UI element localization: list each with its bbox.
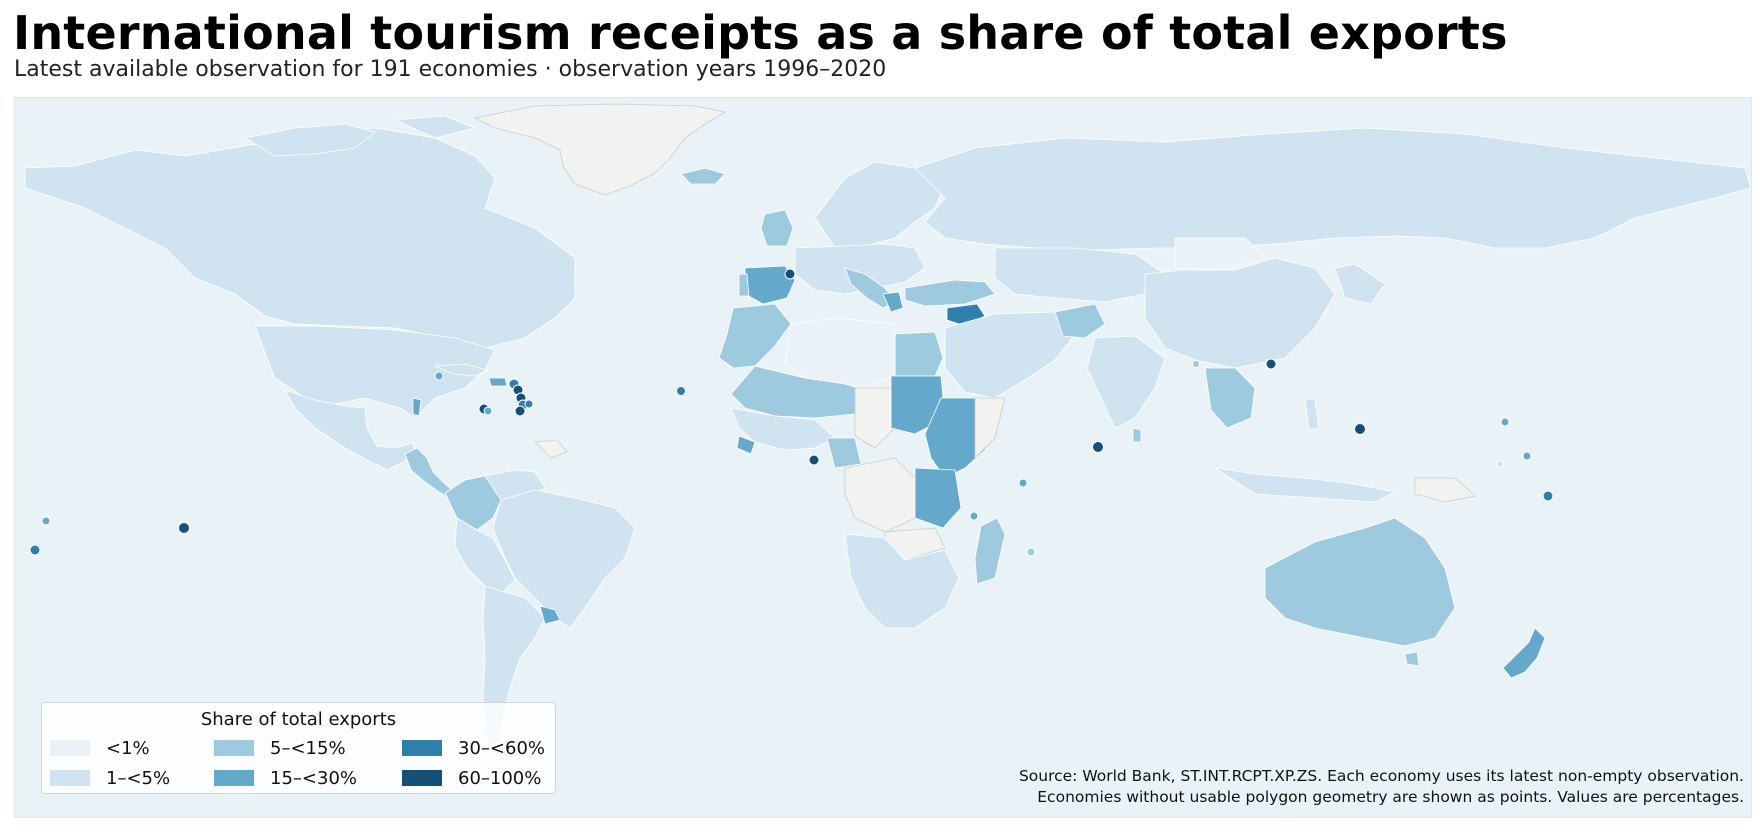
legend-item: 5–<15%: [214, 737, 402, 759]
region-sahel[interactable]: [730, 365, 866, 419]
legend-label: 1–<5%: [106, 767, 171, 789]
legend-item: <1%: [50, 737, 214, 759]
region-cuba[interactable]: [434, 363, 488, 377]
point-markers: [29, 268, 1554, 557]
point-hong-kong[interactable]: [1265, 358, 1277, 370]
source-line-1: Source: World Bank, ST.INT.RCPT.XP.ZS. E…: [1018, 767, 1744, 785]
region-portugal[interactable]: [738, 273, 750, 297]
point-tonga[interactable]: [41, 516, 51, 526]
point-caribbean-6[interactable]: [514, 405, 526, 417]
point-kiribati[interactable]: [1522, 451, 1532, 461]
point-macao[interactable]: [1192, 360, 1200, 368]
legend-swatch: [214, 740, 254, 756]
region-brazil[interactable]: [492, 489, 636, 629]
legend-title: Share of total exports: [200, 709, 397, 730]
region-arctic-islands[interactable]: [244, 115, 476, 157]
legend-label: 15–<30%: [270, 767, 357, 789]
legend-swatch: [50, 770, 90, 786]
legend-item: 60–100%: [402, 767, 552, 789]
point-curacao[interactable]: [483, 406, 493, 416]
region-tasmania[interactable]: [1404, 651, 1420, 667]
legend-label: <1%: [106, 737, 150, 759]
region-egypt[interactable]: [894, 331, 944, 377]
legend-grid: <1% 1–<5% 5–<15% 15–<30% 30–<60% 60–100%: [50, 737, 552, 789]
region-indonesia[interactable]: [1214, 467, 1396, 503]
source-note: Source: World Bank, ST.INT.RCPT.XP.ZS. E…: [1019, 766, 1744, 808]
region-sri-lanka[interactable]: [1132, 427, 1142, 443]
legend-item: 30–<60%: [402, 737, 552, 759]
region-korea-japan[interactable]: [1334, 263, 1386, 305]
legend-swatch: [50, 740, 90, 756]
region-congo[interactable]: [844, 457, 916, 533]
region-west-africa[interactable]: [730, 407, 836, 451]
region-new-zealand[interactable]: [1502, 627, 1546, 679]
point-seychelles[interactable]: [1018, 478, 1028, 488]
region-cameroon[interactable]: [826, 437, 862, 469]
legend-swatch: [214, 770, 254, 786]
region-morocco-west-sahara[interactable]: [718, 303, 792, 369]
region-madagascar[interactable]: [974, 517, 1006, 585]
region-papua[interactable]: [1414, 477, 1476, 503]
point-andorra[interactable]: [784, 268, 796, 280]
point-french-polynesia[interactable]: [178, 522, 190, 534]
point-comoros[interactable]: [969, 511, 979, 521]
region-china[interactable]: [1144, 257, 1336, 369]
point-nauru[interactable]: [1496, 460, 1504, 468]
legend-label: 5–<15%: [270, 737, 346, 759]
region-southern-africa[interactable]: [844, 533, 960, 629]
region-arabia-iran[interactable]: [944, 311, 1076, 399]
point-samoa[interactable]: [1542, 490, 1554, 502]
region-uk[interactable]: [760, 209, 794, 247]
region-guinea-coast[interactable]: [736, 435, 756, 455]
page-title: International tourism receipts as a shar…: [13, 6, 1508, 60]
legend-swatch: [402, 740, 442, 756]
legend-item: 1–<5%: [50, 767, 214, 789]
region-southeast-asia[interactable]: [1204, 367, 1256, 429]
point-marshall-islands[interactable]: [1500, 417, 1510, 427]
region-turkey[interactable]: [904, 279, 996, 307]
legend-label: 30–<60%: [458, 737, 545, 759]
region-afghanistan[interactable]: [1054, 303, 1106, 339]
point-maldives[interactable]: [1092, 441, 1104, 453]
region-mexico[interactable]: [284, 389, 416, 471]
region-western-europe[interactable]: [794, 243, 926, 295]
region-russia[interactable]: [914, 127, 1751, 251]
region-greece[interactable]: [882, 291, 904, 313]
point-bahamas[interactable]: [434, 371, 444, 381]
point-fiji-east[interactable]: [29, 544, 41, 556]
region-india[interactable]: [1086, 335, 1166, 429]
region-dominican-republic[interactable]: [488, 377, 508, 387]
region-chad-car[interactable]: [854, 387, 896, 449]
point-cabo-verde[interactable]: [676, 386, 686, 396]
map-legend: Share of total exports <1% 1–<5% 5–<15% …: [41, 702, 556, 794]
legend-item: 15–<30%: [214, 767, 402, 789]
choropleth-map[interactable]: [14, 97, 1752, 818]
region-mongolia[interactable]: [1174, 237, 1266, 271]
legend-label: 60–100%: [458, 767, 542, 789]
region-usa[interactable]: [254, 325, 496, 419]
point-palau[interactable]: [1354, 423, 1366, 435]
region-guiana[interactable]: [534, 439, 568, 459]
region-greenland[interactable]: [473, 103, 727, 196]
region-somalia[interactable]: [974, 397, 1006, 459]
point-mauritius[interactable]: [1026, 547, 1036, 557]
region-tanzania-kenya[interactable]: [914, 467, 962, 529]
region-iceland[interactable]: [680, 167, 726, 185]
region-philippines[interactable]: [1304, 397, 1320, 431]
region-belize[interactable]: [412, 397, 422, 417]
source-line-2: Economies without usable polygon geometr…: [1037, 788, 1744, 806]
region-peru-bolivia[interactable]: [454, 517, 516, 593]
region-kazakhstan-central-asia[interactable]: [994, 247, 1166, 303]
point-caribbean-5[interactable]: [524, 399, 534, 409]
point-sao-tome[interactable]: [808, 454, 820, 466]
world-map-svg: [24, 103, 1751, 749]
page-subtitle: Latest available observation for 191 eco…: [14, 57, 887, 82]
region-canada-alaska[interactable]: [24, 127, 576, 349]
region-australia[interactable]: [1264, 517, 1456, 647]
legend-swatch: [402, 770, 442, 786]
region-uruguay[interactable]: [539, 605, 561, 625]
